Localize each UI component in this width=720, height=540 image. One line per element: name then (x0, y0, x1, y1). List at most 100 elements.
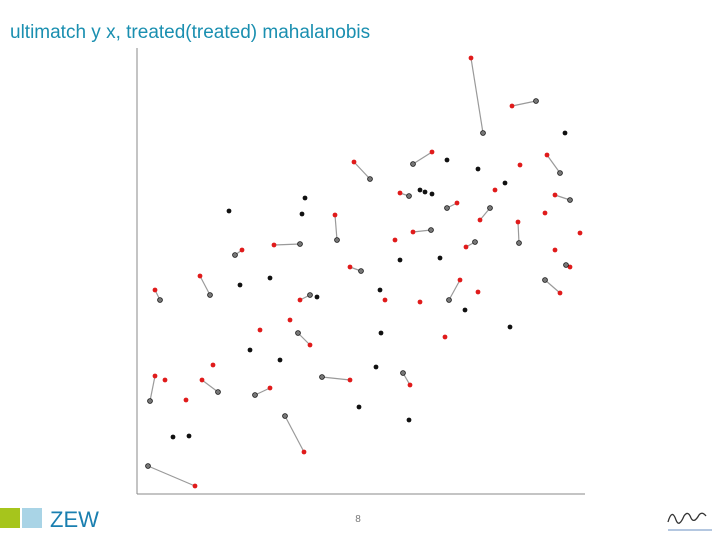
point (271, 242, 277, 248)
point (147, 398, 153, 404)
point (515, 219, 521, 225)
point (197, 273, 203, 279)
point (192, 483, 198, 489)
match-line (546, 154, 561, 174)
point (542, 277, 548, 283)
point (462, 307, 468, 313)
point (319, 374, 325, 380)
point (517, 162, 523, 168)
point (257, 327, 263, 333)
logo-square-blue (22, 508, 42, 528)
point (472, 239, 478, 245)
point (373, 364, 379, 370)
point (444, 157, 450, 163)
point (557, 170, 563, 176)
match-line (334, 214, 338, 241)
match-line (353, 161, 371, 180)
point (492, 187, 498, 193)
point (406, 193, 412, 199)
point (277, 357, 283, 363)
leibniz-logo (667, 512, 707, 524)
point (507, 324, 513, 330)
point (307, 342, 313, 348)
point (162, 377, 168, 383)
match-line (517, 221, 520, 244)
point (282, 413, 288, 419)
point (377, 287, 383, 293)
match-line (199, 275, 211, 296)
point (332, 212, 338, 218)
point (444, 205, 450, 211)
point (299, 211, 305, 217)
point (417, 187, 423, 193)
point (475, 289, 481, 295)
point (215, 389, 221, 395)
point (199, 377, 205, 383)
match-line (448, 279, 461, 301)
point (562, 130, 568, 136)
match-line (284, 415, 305, 453)
point (406, 417, 412, 423)
point (145, 463, 151, 469)
point (302, 195, 308, 201)
point (437, 255, 443, 261)
point (210, 362, 216, 368)
point (356, 404, 362, 410)
point (367, 176, 373, 182)
point (563, 262, 569, 268)
point (287, 317, 293, 323)
point (295, 330, 301, 336)
point (247, 347, 253, 353)
match-line (511, 100, 537, 107)
point (347, 264, 353, 270)
point (297, 241, 303, 247)
point (334, 237, 340, 243)
point (417, 299, 423, 305)
point (297, 297, 303, 303)
point (301, 449, 307, 455)
point (407, 382, 413, 388)
match-line (321, 376, 351, 381)
point (475, 166, 481, 172)
point (152, 287, 158, 293)
point (307, 292, 313, 298)
point (428, 227, 434, 233)
point (477, 217, 483, 223)
point (567, 264, 573, 270)
point (446, 297, 452, 303)
match-line (544, 279, 561, 294)
point (358, 268, 364, 274)
point (410, 229, 416, 235)
match-line (201, 379, 219, 393)
point (552, 247, 558, 253)
point (410, 161, 416, 167)
match-line (297, 332, 311, 346)
point (252, 392, 258, 398)
point (183, 397, 189, 403)
match-line (470, 57, 484, 134)
point (457, 277, 463, 283)
point (392, 237, 398, 243)
point (239, 247, 245, 253)
point (577, 230, 583, 236)
point (567, 197, 573, 203)
point (157, 297, 163, 303)
point (502, 180, 508, 186)
point (351, 159, 357, 165)
match-line (147, 465, 196, 487)
point (267, 385, 273, 391)
point (516, 240, 522, 246)
logo-square-green (0, 508, 20, 528)
point (422, 189, 428, 195)
point (552, 192, 558, 198)
point (397, 190, 403, 196)
slide-title: ultimatch y x, treated(treated) mahalano… (10, 22, 370, 43)
point (480, 130, 486, 136)
point (542, 210, 548, 216)
point (347, 377, 353, 383)
point (237, 282, 243, 288)
point (468, 55, 474, 61)
point (226, 208, 232, 214)
point (267, 275, 273, 281)
